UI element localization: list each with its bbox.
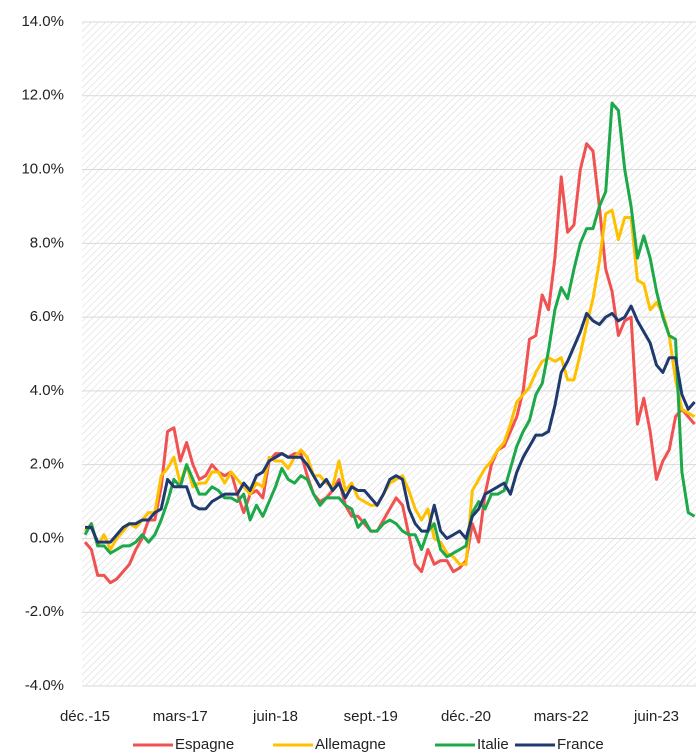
legend-label: France bbox=[557, 736, 604, 753]
x-tick-label: déc.-20 bbox=[441, 708, 491, 725]
y-tick-label: 12.0% bbox=[21, 87, 64, 104]
y-tick-label: 4.0% bbox=[30, 382, 64, 399]
series-line bbox=[83, 101, 696, 559]
y-tick-label: 6.0% bbox=[30, 308, 64, 325]
legend-label: Espagne bbox=[175, 736, 234, 753]
x-tick-label: mars-22 bbox=[534, 708, 589, 725]
y-tick-label: -4.0% bbox=[25, 677, 64, 694]
plot-background bbox=[82, 22, 696, 686]
legend-label: Italie bbox=[477, 736, 509, 753]
x-tick-label: juin-23 bbox=[633, 708, 679, 725]
x-tick-label: déc.-15 bbox=[60, 708, 110, 725]
y-tick-label: 2.0% bbox=[30, 456, 64, 473]
x-tick-label: sept.-19 bbox=[344, 708, 398, 725]
x-tick-label: juin-18 bbox=[252, 708, 298, 725]
y-tick-label: -2.0% bbox=[25, 603, 64, 620]
series-line bbox=[83, 142, 696, 585]
legend-label: Allemagne bbox=[315, 736, 386, 753]
y-tick-label: 14.0% bbox=[21, 13, 64, 30]
y-tick-label: 8.0% bbox=[30, 234, 64, 251]
y-tick-label: 10.0% bbox=[21, 161, 64, 178]
x-tick-label: mars-17 bbox=[153, 708, 208, 725]
y-tick-label: 0.0% bbox=[30, 529, 64, 546]
series-line bbox=[85, 304, 696, 544]
